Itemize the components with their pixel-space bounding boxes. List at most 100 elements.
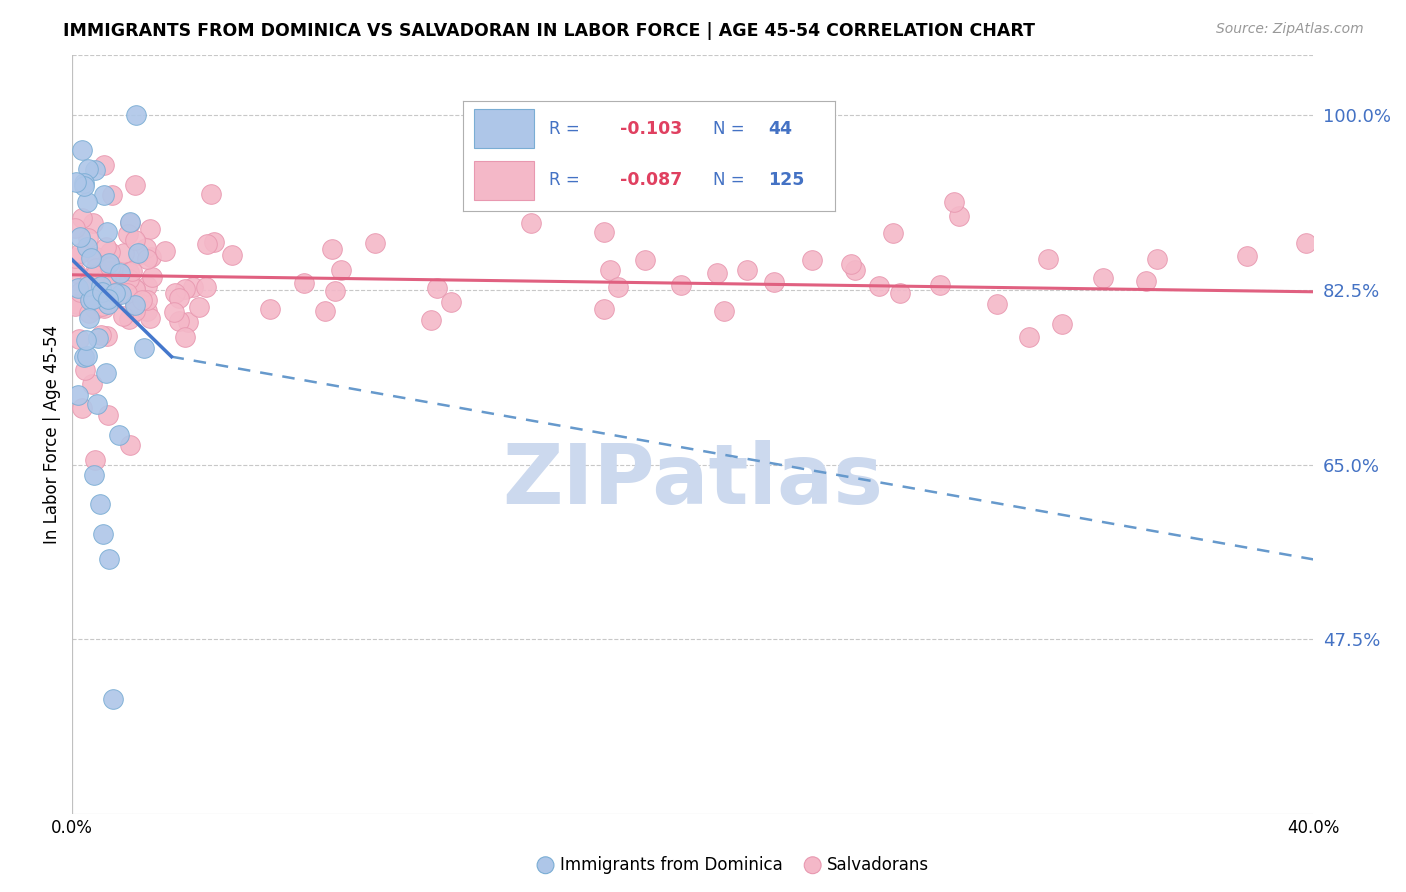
Point bbox=[868, 279, 890, 293]
Point bbox=[735, 263, 758, 277]
Point bbox=[72, 401, 94, 416]
Point bbox=[259, 301, 281, 316]
Point bbox=[593, 226, 616, 240]
Point bbox=[76, 195, 98, 210]
Point bbox=[83, 268, 105, 282]
Point bbox=[114, 245, 136, 260]
Point bbox=[70, 211, 93, 226]
Point bbox=[73, 176, 96, 190]
Point bbox=[706, 266, 728, 280]
Point bbox=[79, 293, 101, 307]
Point bbox=[1295, 236, 1317, 251]
Point bbox=[167, 314, 190, 328]
Point bbox=[65, 299, 87, 313]
Point bbox=[84, 260, 107, 275]
Point bbox=[153, 244, 176, 258]
Point bbox=[124, 304, 146, 318]
Point bbox=[72, 179, 94, 194]
Point bbox=[93, 158, 115, 172]
Point bbox=[135, 293, 157, 307]
Point bbox=[96, 240, 118, 254]
Point bbox=[118, 437, 141, 451]
Point bbox=[98, 274, 121, 288]
Point bbox=[321, 242, 343, 256]
Point bbox=[96, 329, 118, 343]
Point bbox=[124, 233, 146, 247]
Point bbox=[104, 285, 127, 300]
Point bbox=[66, 388, 89, 402]
Point bbox=[82, 293, 104, 307]
Point bbox=[124, 282, 146, 296]
Point bbox=[101, 293, 124, 308]
Point bbox=[110, 286, 132, 301]
Point bbox=[139, 310, 162, 325]
Point bbox=[77, 276, 100, 290]
Point bbox=[79, 311, 101, 326]
Point bbox=[91, 527, 114, 541]
Point bbox=[65, 251, 87, 265]
Point bbox=[200, 187, 222, 202]
Point bbox=[91, 299, 114, 313]
Point bbox=[195, 236, 218, 251]
Text: Salvadorans: Salvadorans bbox=[827, 856, 929, 874]
Point bbox=[117, 227, 139, 242]
Point bbox=[889, 286, 911, 301]
Point bbox=[1146, 252, 1168, 266]
Point bbox=[73, 351, 96, 365]
Text: Source: ZipAtlas.com: Source: ZipAtlas.com bbox=[1216, 22, 1364, 37]
Point bbox=[72, 143, 94, 157]
Point bbox=[118, 265, 141, 279]
Point bbox=[124, 282, 146, 296]
Point bbox=[986, 297, 1008, 311]
Point bbox=[1236, 249, 1258, 263]
Point bbox=[1050, 317, 1073, 331]
Point bbox=[97, 256, 120, 270]
Point bbox=[79, 306, 101, 320]
Point bbox=[105, 285, 128, 300]
Point bbox=[98, 272, 121, 286]
Point bbox=[104, 285, 127, 300]
Point bbox=[108, 267, 131, 281]
Point bbox=[323, 284, 346, 298]
Point bbox=[167, 291, 190, 305]
Point bbox=[363, 236, 385, 251]
Point bbox=[713, 303, 735, 318]
Point bbox=[127, 248, 149, 262]
Text: ZIPatlas: ZIPatlas bbox=[502, 440, 883, 521]
Point bbox=[97, 292, 120, 306]
Point bbox=[120, 215, 142, 229]
Point bbox=[76, 240, 98, 254]
Point bbox=[107, 278, 129, 293]
Point bbox=[1092, 271, 1115, 285]
Point bbox=[90, 285, 112, 300]
Point bbox=[97, 297, 120, 311]
Point bbox=[1038, 252, 1060, 266]
Text: IMMIGRANTS FROM DOMINICA VS SALVADORAN IN LABOR FORCE | AGE 45-54 CORRELATION CH: IMMIGRANTS FROM DOMINICA VS SALVADORAN I… bbox=[63, 22, 1035, 40]
Point bbox=[1018, 329, 1040, 343]
Point bbox=[96, 225, 118, 239]
Point bbox=[65, 220, 87, 235]
Point bbox=[839, 257, 862, 271]
Point bbox=[66, 297, 89, 311]
Point bbox=[125, 108, 148, 122]
Point bbox=[118, 312, 141, 326]
Point bbox=[115, 285, 138, 300]
Point bbox=[195, 280, 218, 294]
Point bbox=[101, 692, 124, 706]
Point bbox=[520, 216, 543, 230]
Point bbox=[844, 263, 866, 277]
Point bbox=[96, 366, 118, 380]
Point bbox=[98, 244, 121, 259]
Point bbox=[86, 265, 108, 279]
Point bbox=[84, 301, 107, 316]
Point bbox=[134, 341, 156, 355]
Point bbox=[292, 276, 315, 290]
Point bbox=[121, 264, 143, 278]
Point bbox=[135, 279, 157, 293]
Point bbox=[801, 252, 824, 267]
Point bbox=[77, 162, 100, 177]
Point bbox=[124, 178, 146, 192]
Point bbox=[94, 271, 117, 285]
Point bbox=[139, 250, 162, 264]
Point bbox=[84, 250, 107, 264]
